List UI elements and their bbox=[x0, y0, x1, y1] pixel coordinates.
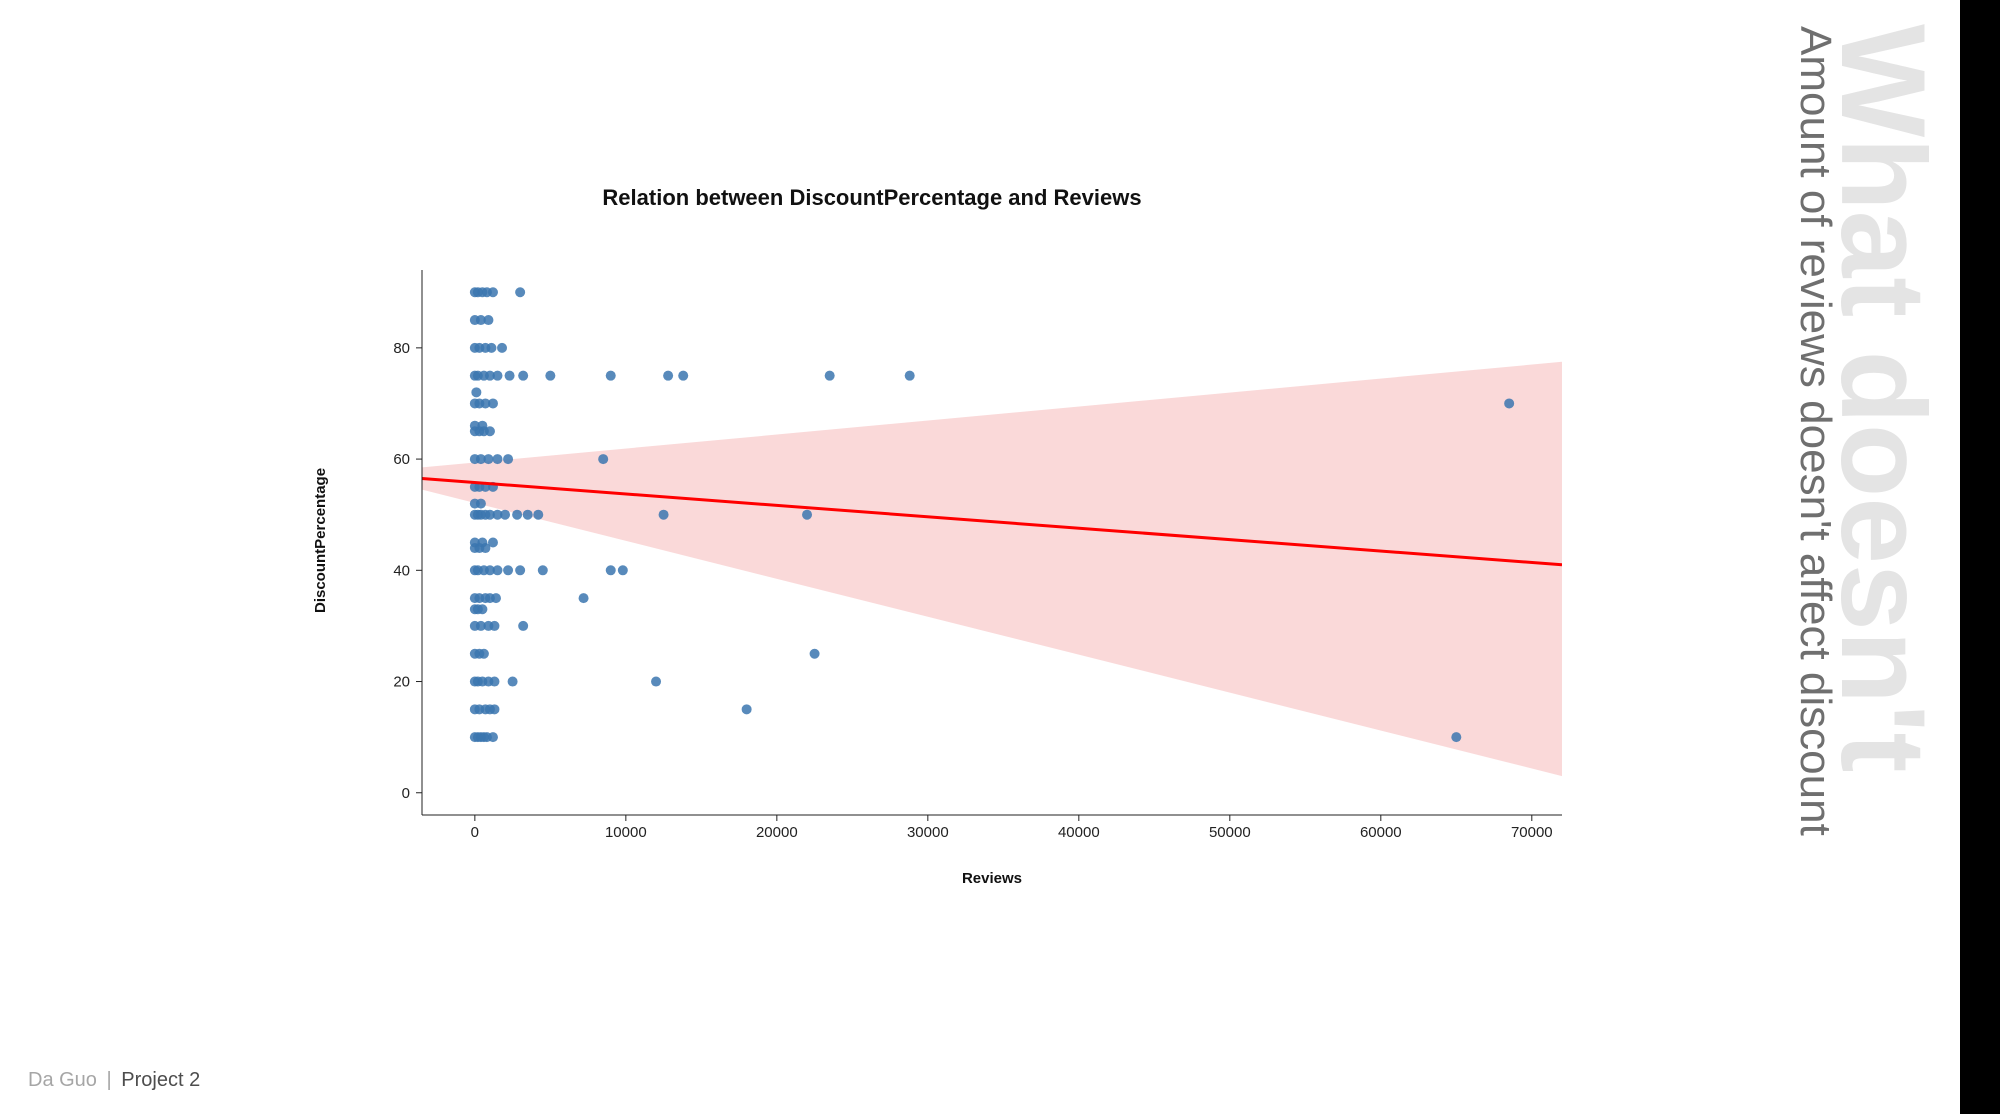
scatter-point bbox=[476, 499, 486, 509]
scatter-point bbox=[678, 371, 688, 381]
x-axis-label: Reviews bbox=[422, 870, 1562, 887]
footer-separator: | bbox=[103, 1069, 116, 1091]
scatter-point bbox=[489, 704, 499, 714]
scatter-point bbox=[618, 565, 628, 575]
x-tick-label: 10000 bbox=[605, 824, 647, 841]
y-tick-label: 20 bbox=[393, 674, 410, 691]
scatter-point bbox=[598, 454, 608, 464]
scatter-point bbox=[503, 565, 513, 575]
scatter-point bbox=[802, 510, 812, 520]
scatter-point bbox=[523, 510, 533, 520]
chart-title: Relation between DiscountPercentage and … bbox=[302, 185, 1442, 211]
scatter-point bbox=[477, 604, 487, 614]
scatter-point bbox=[533, 510, 543, 520]
scatter-point bbox=[489, 677, 499, 687]
scatter-point bbox=[579, 593, 589, 603]
scatter-point bbox=[538, 565, 548, 575]
scatter-point bbox=[905, 371, 915, 381]
scatter-point bbox=[492, 371, 502, 381]
y-tick-label: 40 bbox=[393, 562, 410, 579]
y-axis-label: DiscountPercentage bbox=[312, 467, 329, 612]
scatter-point bbox=[488, 287, 498, 297]
side-heading-small: Amount of reviews doesn't affect discoun… bbox=[1790, 26, 1840, 836]
footer: Da Guo | Project 2 bbox=[28, 1069, 200, 1092]
right-vertical-bar bbox=[1960, 0, 2000, 1114]
scatter-point bbox=[483, 315, 493, 325]
scatter-point bbox=[1451, 732, 1461, 742]
scatter-point bbox=[488, 538, 498, 548]
scatter-point bbox=[491, 593, 501, 603]
scatter-point bbox=[825, 371, 835, 381]
scatter-point bbox=[500, 510, 510, 520]
scatter-point bbox=[663, 371, 673, 381]
x-tick-label: 30000 bbox=[907, 824, 949, 841]
y-tick-label: 60 bbox=[393, 451, 410, 468]
scatter-point bbox=[479, 649, 489, 659]
footer-project: Project 2 bbox=[121, 1069, 200, 1091]
scatter-point bbox=[1504, 398, 1514, 408]
scatter-point bbox=[497, 343, 507, 353]
x-tick-label: 0 bbox=[471, 824, 479, 841]
scatter-point bbox=[515, 565, 525, 575]
x-tick-label: 50000 bbox=[1209, 824, 1251, 841]
scatter-point bbox=[515, 287, 525, 297]
scatter-point bbox=[486, 343, 496, 353]
scatter-point bbox=[488, 732, 498, 742]
scatter-point bbox=[471, 387, 481, 397]
scatter-point bbox=[483, 454, 493, 464]
scatter-point bbox=[512, 510, 522, 520]
scatter-point bbox=[651, 677, 661, 687]
scatter-point bbox=[477, 421, 487, 431]
x-tick-label: 60000 bbox=[1360, 824, 1402, 841]
scatter-point bbox=[477, 538, 487, 548]
scatter-point bbox=[742, 704, 752, 714]
x-tick-label: 20000 bbox=[756, 824, 798, 841]
footer-author: Da Guo bbox=[28, 1069, 97, 1091]
page-root: What doesn't Amount of reviews doesn't a… bbox=[0, 0, 2000, 1114]
scatter-point bbox=[518, 621, 528, 631]
scatter-point bbox=[489, 621, 499, 631]
y-tick-label: 0 bbox=[402, 785, 410, 802]
y-tick-label: 80 bbox=[393, 340, 410, 357]
scatter-point bbox=[508, 677, 518, 687]
scatter-point bbox=[492, 454, 502, 464]
x-tick-label: 70000 bbox=[1511, 824, 1553, 841]
scatter-point bbox=[503, 454, 513, 464]
confidence-band bbox=[422, 362, 1562, 776]
scatter-point bbox=[505, 371, 515, 381]
x-tick-label: 40000 bbox=[1058, 824, 1100, 841]
scatter-point bbox=[606, 371, 616, 381]
scatter-point bbox=[518, 371, 528, 381]
scatter-point bbox=[606, 565, 616, 575]
scatter-point bbox=[488, 398, 498, 408]
scatter-point bbox=[545, 371, 555, 381]
scatter-point bbox=[659, 510, 669, 520]
scatter-chart: 0 10000 20000 30000 40000 50000 60000 70000 0 20 4… bbox=[342, 250, 1642, 915]
scatter-point bbox=[810, 649, 820, 659]
scatter-point bbox=[492, 565, 502, 575]
